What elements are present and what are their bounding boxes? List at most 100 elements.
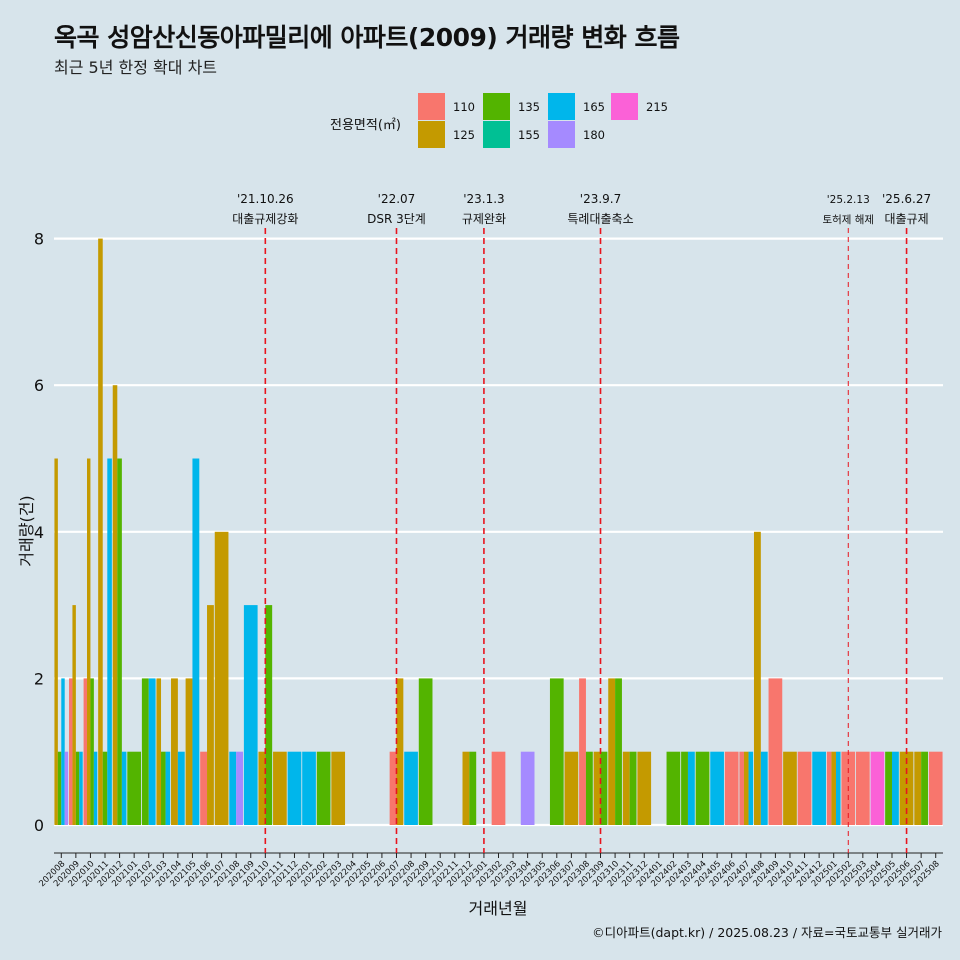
- event-date: '23.9.7: [580, 192, 621, 206]
- legend-item-180: 180: [548, 121, 605, 148]
- bar: [72, 605, 76, 825]
- bar: [549, 678, 564, 825]
- bar: [783, 751, 797, 825]
- bar: [914, 751, 922, 825]
- bar: [622, 751, 630, 825]
- bar: [273, 751, 287, 825]
- legend-label: 165: [583, 99, 605, 114]
- bar: [127, 751, 142, 825]
- legend-item-110: 110: [418, 93, 475, 120]
- bar: [739, 751, 744, 825]
- bar: [753, 531, 761, 825]
- bar: [177, 751, 185, 825]
- bar: [585, 751, 593, 825]
- event-label: 토허제 해제: [822, 213, 874, 226]
- bar: [724, 751, 739, 825]
- bar: [83, 678, 88, 825]
- bar: [831, 751, 836, 825]
- bar: [812, 751, 826, 825]
- y-tick-label: 4: [34, 523, 44, 542]
- bar: [743, 751, 749, 825]
- bar: [287, 751, 302, 825]
- bar: [171, 678, 178, 825]
- bar: [681, 751, 688, 825]
- bar: [768, 678, 783, 825]
- bar: [75, 751, 80, 825]
- bar: [161, 751, 166, 825]
- y-tick-label: 8: [34, 230, 44, 249]
- bar: [192, 458, 200, 825]
- bar: [826, 751, 832, 825]
- event-label: DSR 3단계: [367, 212, 426, 226]
- event-date: '23.1.3: [463, 192, 504, 206]
- bar: [112, 385, 118, 825]
- bar: [855, 751, 870, 825]
- bar: [90, 678, 94, 825]
- bar: [710, 751, 724, 825]
- legend-item-135: 135: [483, 93, 540, 120]
- bar: [564, 751, 579, 825]
- legend-label: 215: [646, 99, 668, 114]
- bar: [835, 751, 841, 825]
- bar: [302, 751, 316, 825]
- y-tick-label: 2: [34, 669, 44, 688]
- bar: [870, 751, 885, 825]
- bar: [637, 751, 652, 825]
- bar: [760, 751, 768, 825]
- y-tick-label: 0: [34, 816, 44, 835]
- bar: [491, 751, 506, 825]
- bar: [107, 458, 112, 825]
- bar: [258, 751, 266, 825]
- legend-swatch: [418, 93, 445, 120]
- bar: [928, 751, 943, 825]
- legend-label: 155: [518, 127, 540, 142]
- bar: [102, 751, 108, 825]
- bar: [462, 751, 470, 825]
- event-date: '22.07: [378, 192, 416, 206]
- legend-item-155: 155: [483, 121, 540, 148]
- legend-swatch: [483, 121, 510, 148]
- bar: [61, 678, 65, 825]
- event-date: '25.2.13: [827, 194, 870, 206]
- event-label: 규제완화: [462, 212, 506, 226]
- bar: [891, 751, 899, 825]
- bar: [200, 751, 208, 825]
- chart-title: 옥곡 성암산신동아파밀리에 아파트(2009) 거래량 변화 흐름: [54, 23, 680, 52]
- bar: [921, 751, 928, 825]
- bar: [666, 751, 681, 825]
- bar: [316, 751, 331, 825]
- event-label: 대출규제: [884, 212, 928, 226]
- bar: [165, 751, 171, 825]
- legend-item-125: 125: [418, 121, 475, 148]
- legend-title: 전용면적(㎡): [330, 118, 401, 133]
- legend-label: 110: [453, 99, 475, 114]
- bar: [214, 531, 229, 825]
- bar: [469, 751, 477, 825]
- legend-label: 135: [518, 99, 540, 114]
- bar: [156, 678, 162, 825]
- bar: [64, 751, 69, 825]
- bar: [593, 751, 601, 825]
- bar: [236, 751, 244, 825]
- bar: [207, 605, 214, 825]
- legend-item-165: 165: [548, 93, 605, 120]
- bar: [69, 678, 73, 825]
- bar: [608, 678, 616, 825]
- bar: [885, 751, 892, 825]
- bar: [404, 751, 418, 825]
- legend-swatch: [611, 93, 638, 120]
- bar: [185, 678, 193, 825]
- bar: [265, 605, 273, 825]
- bar: [396, 678, 404, 825]
- bar: [87, 458, 91, 825]
- x-axis-title: 거래년월: [469, 899, 528, 918]
- bar: [98, 238, 103, 826]
- bar: [389, 751, 397, 825]
- bar: [117, 458, 122, 825]
- event-label: 특례대출축소: [567, 212, 633, 226]
- legend-swatch: [548, 93, 575, 120]
- event-label: 대출규제강화: [232, 212, 298, 226]
- event-date: '25.6.27: [882, 192, 931, 206]
- bar: [57, 751, 62, 825]
